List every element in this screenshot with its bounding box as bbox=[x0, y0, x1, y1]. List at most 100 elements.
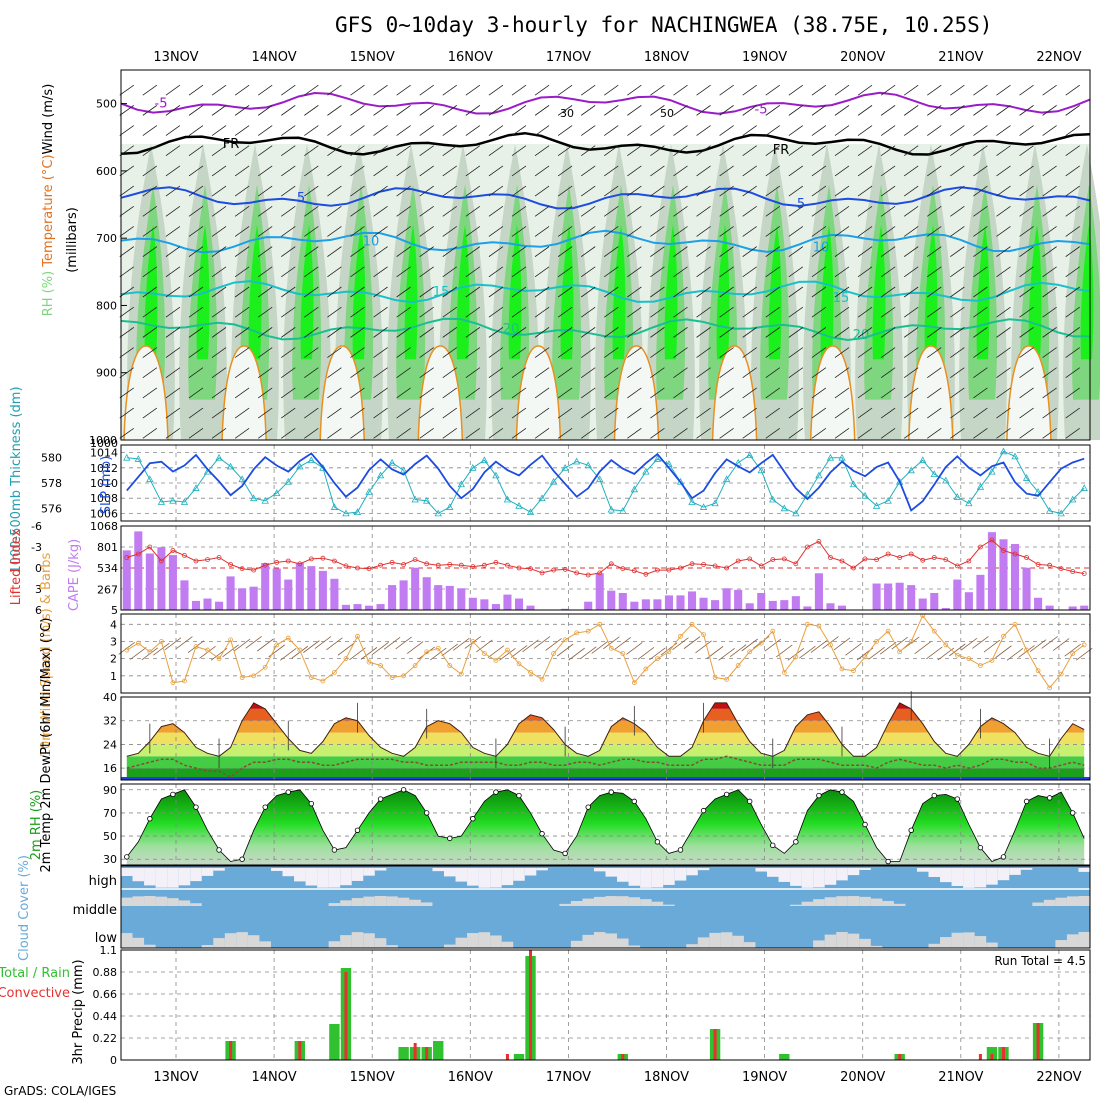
wind-barb bbox=[406, 641, 424, 654]
wind-barb bbox=[742, 347, 757, 358]
lifted-index-point bbox=[458, 562, 464, 568]
high-cloud bbox=[1078, 868, 1090, 872]
wind-barb bbox=[281, 246, 296, 257]
lifted-index-point bbox=[885, 551, 891, 557]
high-cloud bbox=[801, 868, 814, 888]
precip-total-bar bbox=[513, 1054, 525, 1060]
credit-label: GrADS: COLA/IGES bbox=[4, 1084, 116, 1098]
wind-barb bbox=[350, 387, 365, 399]
wind-barb bbox=[373, 286, 388, 298]
thickness-point bbox=[561, 463, 569, 471]
wind-barb bbox=[188, 185, 204, 197]
wind-barb bbox=[442, 84, 458, 96]
wind-barb bbox=[719, 185, 734, 197]
wind-barb bbox=[604, 347, 619, 358]
cape-bar bbox=[734, 589, 743, 610]
wind-barb bbox=[257, 125, 273, 136]
thickness-point bbox=[330, 503, 339, 510]
middle-cloud bbox=[397, 897, 410, 906]
wind-barb bbox=[719, 165, 734, 177]
wind-barb bbox=[534, 347, 550, 358]
wind-barb bbox=[234, 286, 250, 298]
lifted-index-point bbox=[182, 553, 187, 558]
wind-barb bbox=[234, 367, 250, 379]
thickness-point bbox=[215, 453, 223, 461]
wind-barb bbox=[442, 327, 458, 338]
high-cloud bbox=[536, 868, 548, 871]
high-cloud bbox=[790, 868, 802, 886]
cape-bar bbox=[918, 598, 927, 610]
rh-shade-bright bbox=[872, 224, 886, 360]
lifted-index-point bbox=[804, 544, 810, 550]
wind-barb bbox=[719, 125, 734, 136]
low-cloud bbox=[340, 935, 352, 948]
wind-barb bbox=[765, 205, 781, 217]
wind-barb bbox=[811, 226, 827, 237]
wind-barb bbox=[396, 327, 411, 338]
wind-barb bbox=[511, 165, 527, 177]
axis-label-part: CAPE (J/kg) bbox=[67, 539, 82, 611]
wind-barb bbox=[580, 226, 596, 237]
axis-label: CAPE (J/kg) bbox=[67, 539, 82, 611]
cape-bar bbox=[330, 578, 339, 610]
cape-bar bbox=[722, 588, 731, 610]
wind-barb bbox=[696, 84, 711, 96]
wind-barb bbox=[996, 427, 1011, 439]
wind-barb bbox=[234, 205, 250, 217]
cape-bar bbox=[607, 590, 616, 610]
wind-barb bbox=[1042, 165, 1057, 177]
wind-speed-point bbox=[585, 628, 591, 634]
thickness-point bbox=[1057, 509, 1065, 517]
wind-barb bbox=[373, 427, 388, 439]
axis-label-part: Cloud Cover (%) bbox=[17, 855, 32, 961]
wind-barb bbox=[650, 286, 665, 298]
cape-bar bbox=[514, 598, 524, 610]
wind-barb bbox=[419, 427, 434, 439]
cape-bar bbox=[780, 600, 789, 610]
date-label: 19NOV bbox=[742, 50, 787, 65]
wind-barb bbox=[350, 226, 365, 237]
lifted-index-point bbox=[897, 555, 903, 560]
wind-barb bbox=[281, 145, 296, 157]
temp-tick-label: 16 bbox=[103, 762, 117, 775]
rh-point bbox=[262, 804, 268, 810]
wind-barb bbox=[973, 105, 988, 116]
wind-barb bbox=[281, 185, 296, 197]
wind-barb bbox=[996, 84, 1011, 96]
wind-barb bbox=[580, 165, 596, 177]
middle-cloud bbox=[1043, 899, 1056, 906]
wind-speed-point bbox=[228, 637, 233, 643]
wind-barb bbox=[534, 367, 550, 379]
wind-speed-point bbox=[458, 671, 464, 677]
middle-cloud bbox=[420, 902, 433, 906]
high-cloud bbox=[282, 868, 295, 877]
wind-barb bbox=[349, 647, 366, 661]
wind-barb bbox=[696, 347, 711, 358]
wind-barb bbox=[373, 266, 388, 278]
wind-barb bbox=[119, 205, 135, 217]
wind-barb bbox=[950, 306, 965, 318]
high-cloud bbox=[778, 868, 791, 882]
wind-barb bbox=[1019, 105, 1034, 116]
wind-barb bbox=[419, 226, 434, 237]
wind-barb bbox=[834, 145, 850, 157]
cape-bar bbox=[837, 605, 847, 610]
temp-band bbox=[126, 744, 1085, 757]
wind-barb bbox=[442, 105, 458, 116]
lifted-index-point bbox=[193, 558, 199, 564]
wind-barb bbox=[834, 347, 850, 358]
wind-barb bbox=[696, 407, 711, 419]
high-cloud bbox=[478, 868, 491, 888]
wind-barb bbox=[1029, 639, 1047, 653]
wind-barb bbox=[811, 185, 827, 197]
wind-barb bbox=[487, 645, 505, 658]
wind-barb bbox=[857, 286, 873, 298]
wind-barb bbox=[927, 427, 942, 439]
wind-barb bbox=[304, 387, 319, 399]
wind-barb bbox=[719, 145, 734, 157]
middle-cloud bbox=[663, 904, 675, 906]
rh-point bbox=[1023, 798, 1030, 805]
wind-barb bbox=[165, 407, 181, 419]
boundary-layer-isotherm bbox=[123, 345, 169, 441]
